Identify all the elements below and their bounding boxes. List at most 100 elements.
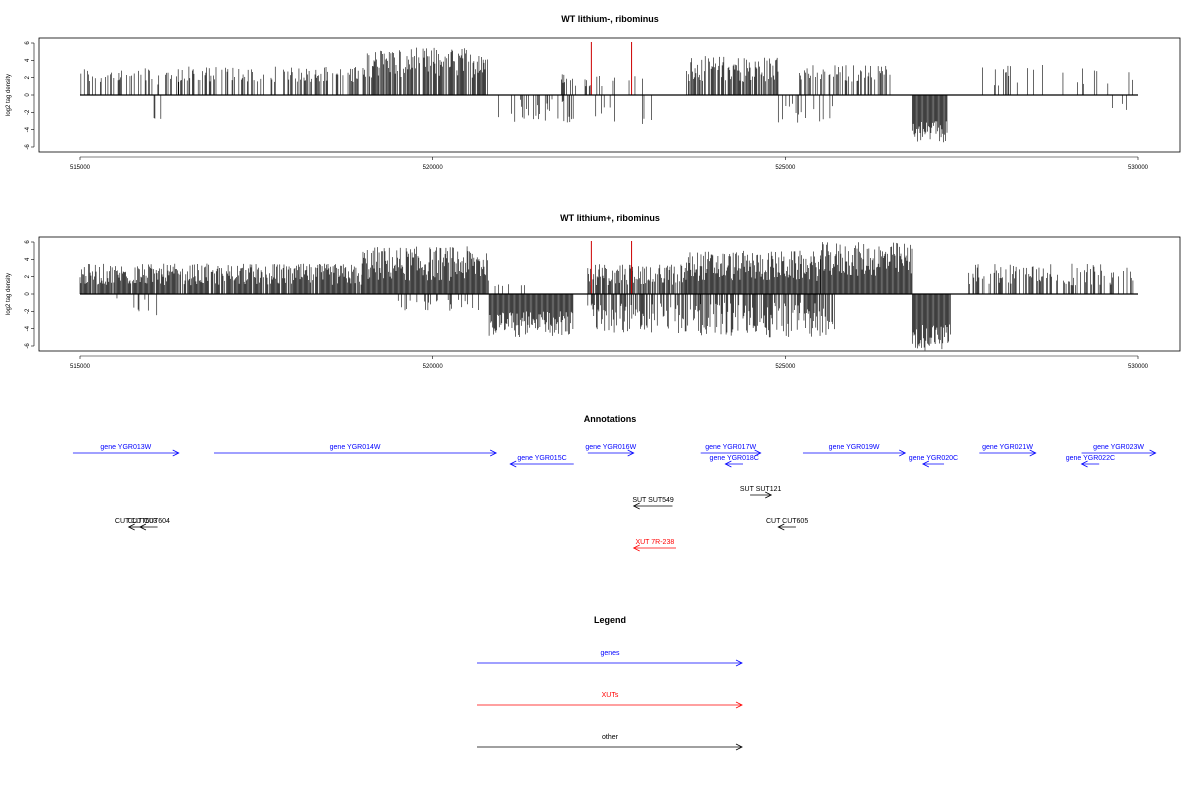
feature-arrow-head [1149, 449, 1157, 457]
y-tick-label: 4 [25, 58, 31, 62]
y-tick-label: -4 [25, 126, 31, 132]
y-tick-label: 0 [25, 93, 31, 97]
annotation-feature: gene YGR017W [700, 444, 762, 457]
y-axis-label: log2 tag density [6, 273, 12, 315]
x-axis: 515000 520000 525000 530000 [70, 156, 1149, 171]
x-tick-label: 515000 [70, 165, 91, 171]
annotations-track: Annotations gene YGR013W gene YGR014Wgene… [72, 414, 1157, 552]
legend-arrow-head [735, 701, 743, 709]
x-tick-label: 515000 [70, 364, 91, 370]
annotation-feature: gene YGR021W [979, 444, 1037, 457]
plot-frame [38, 37, 1181, 153]
feature-label: gene YGR015C [517, 455, 566, 462]
annotation-feature: CUT CUT605 [766, 518, 808, 531]
legend-label: other [602, 734, 619, 741]
feature-label: gene YGR013W [100, 444, 151, 451]
marker-lines [590, 241, 633, 294]
x-tick-label: 525000 [775, 165, 796, 171]
feature-label: CUT CUT605 [766, 518, 808, 525]
annotation-feature: gene YGR018C [710, 455, 759, 468]
feature-label: gene YGR017W [705, 444, 756, 451]
bar-series [79, 242, 1134, 351]
density-panel-lithium-plus: WT lithium+, ribominus log2 tag density … [6, 213, 1181, 370]
annotation-feature: SUT SUT549 [632, 497, 674, 510]
feature-label: gene YGR016W [585, 444, 636, 451]
feature-arrow-head [509, 460, 517, 468]
annotation-features: gene YGR013W gene YGR014W gene YGR015C gene… [72, 444, 1157, 552]
panel-title: WT lithium-, ribominus [561, 14, 659, 24]
annotation-feature: XUT 7R-238 [632, 539, 677, 552]
legend-item: other [477, 734, 743, 751]
annotation-feature: gene YGR019W [802, 444, 907, 457]
feature-arrow-head [899, 449, 907, 457]
feature-arrow-head [172, 449, 180, 457]
feature-arrow-head [1080, 460, 1088, 468]
legend-item: XUTs [477, 692, 743, 709]
feature-label: XUT 7R-238 [635, 539, 674, 546]
legend-arrow-head [735, 743, 743, 751]
annotations-title: Annotations [584, 414, 637, 424]
feature-label: gene YGR021W [982, 444, 1033, 451]
feature-arrow-head [1029, 449, 1037, 457]
feature-arrow-head [724, 460, 732, 468]
y-axis-label: log2 tag density [6, 74, 12, 116]
y-axis: 6 4 2 0 -2 -4 -6 [25, 240, 35, 349]
marker-lines [590, 42, 633, 95]
annotation-feature: gene YGR023W [1081, 444, 1157, 457]
feature-label: gene YGR014W [330, 444, 381, 451]
annotation-feature: gene YGR016W [585, 444, 637, 457]
annotation-feature: gene YGR022C [1066, 455, 1115, 468]
feature-arrow-head [127, 523, 135, 531]
y-tick-label: -4 [25, 325, 31, 331]
feature-arrow-head [627, 449, 635, 457]
feature-label: SUT SUT121 [740, 486, 782, 493]
density-panel-lithium-minus: WT lithium-, ribominus log2 tag density … [6, 14, 1181, 171]
y-axis: 6 4 2 0 -2 -4 -6 [25, 41, 35, 150]
feature-arrow-head [921, 460, 930, 468]
x-tick-label: 520000 [423, 165, 444, 171]
legend-item: genes [477, 650, 743, 667]
feature-arrow-head [139, 523, 147, 531]
panel-title: WT lithium+, ribominus [560, 213, 660, 223]
x-tick-label: 530000 [1128, 364, 1149, 370]
feature-label: gene YGR020C [909, 455, 958, 462]
legend-arrow-head [735, 659, 743, 667]
annotation-feature: CUT CUT604 [128, 518, 170, 531]
feature-arrow-head [765, 491, 773, 499]
x-tick-label: 530000 [1128, 165, 1149, 171]
y-tick-label: 6 [25, 41, 31, 45]
feature-arrow-head [489, 449, 498, 457]
legend: Legend genes XUTs other [477, 615, 743, 751]
y-tick-label: 0 [25, 292, 31, 296]
feature-arrow-head [632, 544, 640, 552]
y-tick-label: -6 [25, 144, 31, 150]
x-tick-label: 520000 [423, 364, 444, 370]
annotation-feature: gene YGR013W [72, 444, 180, 457]
x-axis: 515000 520000 525000 530000 [70, 355, 1149, 370]
annotation-feature: gene YGR015C [509, 455, 574, 468]
legend-title: Legend [594, 615, 626, 625]
feature-label: gene YGR023W [1093, 444, 1144, 451]
annotation-feature: gene YGR020C [909, 455, 958, 468]
feature-arrow-head [754, 449, 762, 457]
y-tick-label: 6 [25, 240, 31, 244]
feature-arrow-head [632, 502, 640, 510]
y-tick-label: 4 [25, 257, 31, 261]
annotation-feature: SUT SUT121 [740, 486, 782, 499]
y-tick-label: -2 [25, 308, 31, 314]
y-tick-label: -2 [25, 109, 31, 115]
plot-frame [38, 236, 1181, 352]
annotation-feature: gene YGR014W [214, 444, 498, 457]
x-tick-label: 525000 [775, 364, 796, 370]
legend-label: XUTs [602, 692, 619, 699]
y-tick-label: 2 [25, 75, 31, 79]
feature-label: SUT SUT549 [632, 497, 674, 504]
legend-label: genes [600, 650, 620, 657]
feature-label: gene YGR022C [1066, 455, 1115, 462]
feature-arrow-head [777, 523, 785, 531]
feature-label: CUT CUT604 [128, 518, 170, 525]
feature-label: gene YGR018C [710, 455, 759, 462]
feature-label: CUT CUT603 [115, 518, 157, 525]
feature-label: gene YGR019W [829, 444, 880, 451]
